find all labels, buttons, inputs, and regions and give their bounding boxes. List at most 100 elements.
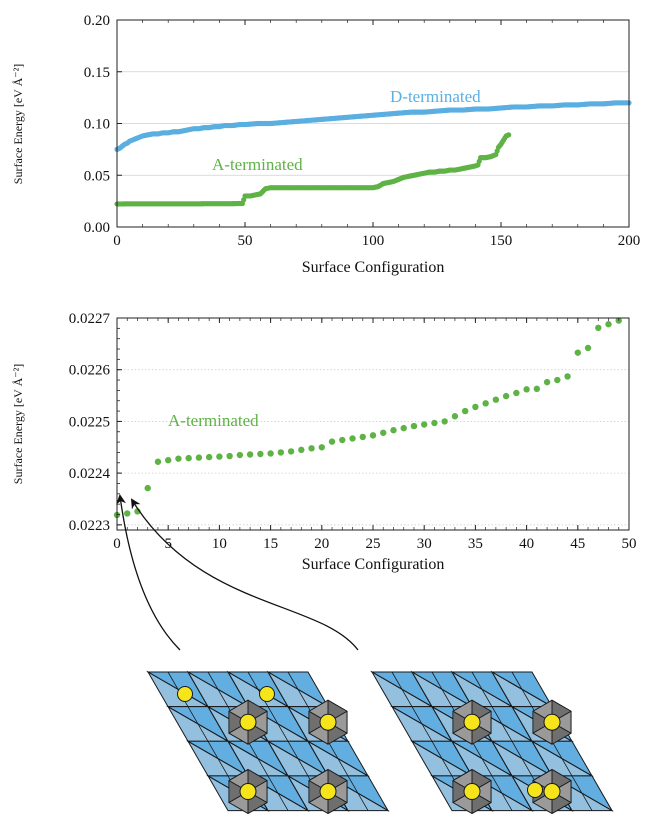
- bottom-chart-a-terminated-point: [533, 385, 541, 393]
- bottom-chart-a-terminated-point: [513, 389, 520, 397]
- structure-configuration-0-edge: [327, 741, 349, 777]
- bottom-chart-a-terminated-point: [482, 400, 489, 407]
- structure-configuration-1-edge: [551, 741, 573, 777]
- bottom-chart-a-terminated-point: [144, 484, 151, 492]
- bottom-chart-a-terminated-point: [298, 446, 305, 454]
- bottom-chart-xtick-label: 15: [263, 536, 278, 552]
- bottom-chart-xtick-label: 45: [570, 536, 585, 552]
- bottom-chart-a-terminated-point: [287, 448, 295, 455]
- top-chart-xtick-label: 50: [238, 233, 253, 249]
- top-chart-ytick-label: 0.10: [84, 117, 110, 133]
- structure-configuration-0-atom: [239, 713, 257, 731]
- bottom-chart-xtick-label: 50: [622, 536, 637, 552]
- top-chart-ytick-label: 0.05: [84, 168, 110, 184]
- structure-configuration-0-atom: [319, 783, 337, 801]
- bottom-chart-a-terminated-point: [328, 438, 336, 445]
- structure-configuration-1-atom: [463, 713, 481, 731]
- bottom-chart-label-a-terminated: A-terminated: [168, 411, 259, 430]
- bottom-chart-xtick-label: 25: [366, 536, 381, 552]
- bottom-chart-a-terminated-point: [605, 321, 612, 328]
- top-chart-ytick-label: 0.20: [84, 13, 110, 29]
- bottom-chart-a-terminated-point: [318, 444, 325, 451]
- structure-configuration-1-edge: [411, 706, 433, 742]
- top-chart-ytick-label: 0.15: [84, 65, 110, 81]
- top-chart-xtick-label: 0: [113, 233, 121, 249]
- bottom-chart-a-terminated-point: [124, 510, 131, 517]
- bottom-chart-a-terminated-point: [277, 449, 285, 456]
- bottom-chart-a-terminated-point: [226, 452, 233, 460]
- structure-configuration-1-atom: [543, 713, 561, 731]
- bottom-chart-a-terminated-point: [431, 419, 438, 427]
- bottom-chart-xtick-label: 35: [468, 536, 483, 552]
- bottom-chart-a-terminated-point: [400, 424, 407, 432]
- structure-configuration-1: [370, 670, 614, 814]
- bottom-chart-a-terminated-point: [390, 427, 397, 434]
- structure-configuration-0-edge: [207, 671, 229, 707]
- bottom-chart-xtick-label: 20: [314, 536, 329, 552]
- top-chart-series: [114, 100, 632, 207]
- top-chart-label-d-terminated: D-terminated: [390, 87, 481, 106]
- top-chart-axes: 0.00 0.05 0.10 0.15 0.20 0 50 100 150 200: [84, 13, 641, 249]
- structure-configuration-0-edge: [267, 706, 289, 742]
- bottom-chart-a-terminated-point: [543, 378, 551, 386]
- bottom-chart-a-terminated-point: [216, 453, 223, 460]
- structure-configuration-0-atom: [319, 713, 337, 731]
- structure-configuration-0: [146, 670, 390, 814]
- bottom-chart-a-terminated-point: [410, 422, 418, 430]
- top-chart-xtick-label: 200: [618, 233, 641, 249]
- arrow-to-configuration-1: [130, 498, 359, 651]
- bottom-chart-a-terminated-point: [205, 453, 213, 461]
- bottom-chart-ytick-label: 0.0225: [69, 414, 110, 430]
- bottom-chart-a-terminated-point: [267, 450, 274, 457]
- top-chart-ytick-label: 0.00: [84, 220, 110, 236]
- bottom-chart-ytick-label: 0.0227: [69, 311, 111, 327]
- bottom-chart-grid: [117, 369, 629, 526]
- bottom-chart-a-terminated-point: [554, 376, 561, 384]
- bottom-chart-ylabel: Surface Energy [eV Å⁻²]: [11, 364, 25, 484]
- bottom-chart-a-terminated-point: [472, 403, 479, 411]
- structure-configuration-0-edge: [267, 775, 289, 811]
- structure-configuration-0-edge: [287, 671, 309, 707]
- bottom-chart-a-terminated-point: [349, 435, 356, 442]
- bottom-chart-a-terminated-point: [257, 450, 264, 458]
- bottom-chart-ytick-label: 0.0224: [69, 466, 111, 482]
- structure-configuration-1-edge: [511, 741, 533, 777]
- bottom-chart-xtick-label: 10: [212, 536, 227, 552]
- top-chart-xtick-label: 150: [490, 233, 513, 249]
- structure-configuration-1-atom: [463, 783, 481, 801]
- structure-configuration-1-edge: [491, 706, 513, 742]
- arrow-to-configuration-0: [116, 494, 181, 651]
- structure-configuration-1-atom: [543, 783, 561, 801]
- structure-illustrations: [146, 670, 614, 814]
- bottom-chart-a-terminated-point: [236, 451, 244, 459]
- structure-configuration-1-edge: [471, 741, 493, 777]
- structure-configuration-0-edge: [287, 741, 309, 777]
- structure-configuration-0-atom: [177, 686, 193, 702]
- top-chart-xlabel: Surface Configuration: [302, 259, 445, 276]
- structure-configuration-1-edge: [511, 671, 533, 707]
- bottom-chart-a-terminated-point: [359, 433, 366, 441]
- bottom-chart-a-terminated-point: [441, 418, 448, 425]
- bottom-chart-a-terminated-point: [185, 454, 192, 462]
- top-chart: 0.00 0.05 0.10 0.15 0.20 0 50 100 150 200 Surface…: [11, 13, 640, 276]
- structure-configuration-0-edge: [207, 741, 229, 777]
- bottom-chart-a-terminated-point: [595, 324, 602, 332]
- bottom-chart-a-terminated-point: [421, 421, 428, 428]
- bottom-chart-a-terminated-point: [308, 445, 315, 452]
- bottom-chart-xtick-label: 0: [113, 536, 121, 552]
- structure-configuration-1-edge: [431, 671, 453, 707]
- structure-configuration-0-atom: [239, 783, 257, 801]
- bottom-chart-a-terminated-point: [195, 454, 203, 461]
- top-chart-a-terminated-point: [506, 132, 512, 138]
- structure-configuration-1-edge: [431, 741, 453, 777]
- structure-configuration-0-edge: [347, 775, 369, 811]
- top-chart-grid: [117, 71, 629, 176]
- structure-configuration-1-edge: [471, 671, 493, 707]
- bottom-chart-a-terminated-point: [246, 451, 254, 458]
- bottom-chart-a-terminated-point: [380, 429, 387, 436]
- bottom-chart-a-terminated-point: [492, 396, 500, 403]
- structure-configuration-0-edge: [187, 706, 209, 742]
- bottom-chart-a-terminated-point: [584, 344, 592, 352]
